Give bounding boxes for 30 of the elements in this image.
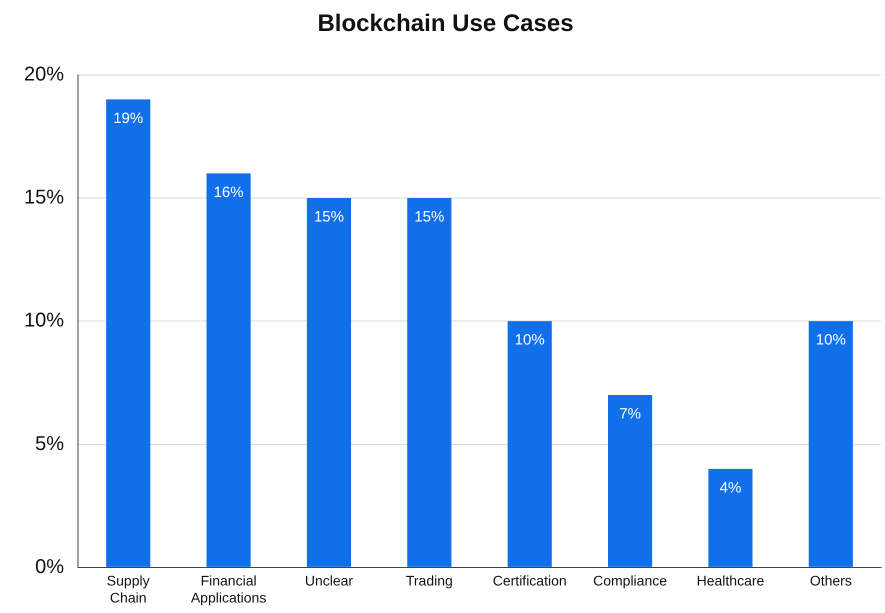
x-tick-label: Others — [810, 572, 852, 589]
bar — [407, 198, 452, 567]
data-label: 10% — [816, 332, 846, 349]
bar — [206, 173, 251, 567]
x-tick-label: Certification — [492, 572, 567, 589]
bar — [508, 321, 552, 567]
y-tick-label: 5% — [35, 432, 64, 455]
data-label: 15% — [314, 208, 344, 226]
x-tick-label: Supply Chain — [106, 572, 150, 606]
x-tick-label: Unclear — [304, 572, 354, 589]
y-tick-label: 15% — [24, 186, 64, 208]
bar — [608, 394, 652, 567]
chart-title: Blockchain Use Cases — [317, 10, 574, 38]
bar — [708, 468, 753, 567]
y-tick-label: 0% — [35, 556, 64, 578]
x-tick-label: Healthcare — [696, 572, 765, 589]
data-label: 7% — [619, 406, 641, 423]
x-tick-label: Compliance — [593, 572, 668, 589]
bar — [306, 198, 352, 567]
y-tick-label: 10% — [24, 310, 64, 332]
data-label: 15% — [414, 208, 444, 226]
data-label: 16% — [214, 184, 244, 201]
data-label: 19% — [113, 110, 144, 128]
bar — [808, 321, 853, 567]
y-tick-label: 20% — [24, 63, 64, 86]
data-label: 10% — [514, 332, 545, 349]
x-tick-label: Financial Applications — [190, 572, 266, 606]
data-label: 4% — [720, 480, 742, 497]
bar — [106, 99, 150, 567]
x-tick-label: Trading — [406, 572, 453, 589]
